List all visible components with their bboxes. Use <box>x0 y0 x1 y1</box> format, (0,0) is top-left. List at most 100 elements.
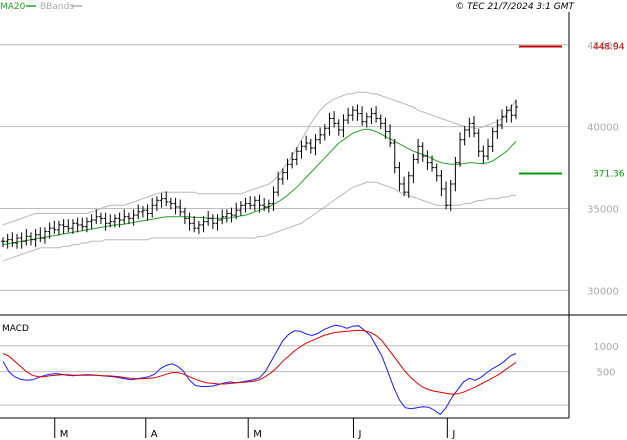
ohlc-bar <box>215 214 220 231</box>
bbands-upper-line <box>2 91 517 226</box>
x-tick-label: M <box>60 429 69 440</box>
ohlc-bar <box>500 109 505 130</box>
price-y-tick-label: 45000 <box>587 41 619 52</box>
ohlc-bar <box>467 117 472 138</box>
ohlc-bar <box>430 155 435 172</box>
ohlc-bar <box>416 138 421 164</box>
x-tick-label: J <box>451 429 455 440</box>
ohlc-bar <box>38 227 43 243</box>
ohlc-bars <box>1 99 518 249</box>
ohlc-bar <box>266 199 271 213</box>
ohlc-bar <box>355 104 360 121</box>
ohlc-bar <box>108 214 113 228</box>
ohlc-bar <box>313 134 318 156</box>
macd-y-tick-label: 1000 <box>593 342 618 353</box>
ohlc-bar <box>476 129 481 157</box>
ohlc-bar <box>336 119 341 136</box>
ohlc-bar <box>308 138 313 154</box>
ohlc-bar <box>159 192 164 208</box>
ohlc-bar <box>52 220 57 234</box>
legend-ma20-label: MA20 <box>0 2 26 12</box>
ohlc-bar <box>425 150 430 171</box>
ohlc-bar <box>206 210 211 226</box>
ohlc-bar <box>285 158 290 180</box>
price-gridlines <box>0 44 569 291</box>
ohlc-bar <box>131 209 136 226</box>
ohlc-bar <box>112 214 117 228</box>
ohlc-bar <box>182 207 187 225</box>
ohlc-bar <box>56 220 61 236</box>
ohlc-bar <box>19 232 24 249</box>
ohlc-bar <box>10 232 15 248</box>
x-tick-label: A <box>151 429 158 440</box>
bbands-lower <box>2 181 516 262</box>
ohlc-bar <box>364 112 369 128</box>
ohlc-bar <box>70 219 75 234</box>
ohlc-bar <box>397 161 402 192</box>
ohlc-bar <box>75 217 80 233</box>
ohlc-bar <box>210 214 215 230</box>
legend-bbands-label: BBands <box>40 2 74 12</box>
ohlc-bar <box>332 111 337 128</box>
ohlc-bar <box>276 171 281 197</box>
level-label: 371.36 <box>593 170 625 180</box>
price-panel: 30000 35000 40000 45000 448.94 371.36 MA20 B… <box>0 2 625 315</box>
ohlc-bar <box>47 222 52 239</box>
ohlc-bar <box>201 215 206 233</box>
x-tick-label: J <box>357 429 361 440</box>
ohlc-bar <box>80 217 85 231</box>
ohlc-bar <box>94 209 99 225</box>
ohlc-bar <box>509 104 514 123</box>
ohlc-bar <box>290 152 295 169</box>
ohlc-bar <box>514 99 518 120</box>
ohlc-bar <box>481 145 486 164</box>
price-y-tick-labels: 30000 35000 40000 45000 <box>587 41 619 298</box>
ohlc-bar <box>173 197 178 215</box>
ohlc-bar <box>28 232 33 246</box>
ohlc-bar <box>378 114 383 130</box>
macd-lines <box>2 324 517 416</box>
ohlc-bar <box>24 229 29 246</box>
macd-signal-line <box>2 329 517 395</box>
ohlc-bar <box>369 107 374 125</box>
ohlc-bar <box>154 196 159 211</box>
ohlc-bar <box>406 171 411 198</box>
ohlc-bar <box>117 212 122 228</box>
ohlc-bar <box>14 233 19 249</box>
ohlc-bar <box>84 217 89 233</box>
source-timestamp: © TEC 21/7/2024 3:1 GMT <box>455 2 575 12</box>
ohlc-bar <box>89 214 94 230</box>
ohlc-bar <box>458 132 463 167</box>
ohlc-bar <box>164 191 169 207</box>
level-label: 448.94 <box>593 42 625 52</box>
ohlc-bar <box>136 204 141 220</box>
ohlc-bar <box>495 119 500 139</box>
x-tick-label: M <box>253 429 262 440</box>
price-y-tick-label: 30000 <box>587 286 619 297</box>
ohlc-bar <box>262 197 267 211</box>
ohlc-bar <box>42 227 47 244</box>
ohlc-bar <box>252 196 257 211</box>
ohlc-bar <box>248 196 253 210</box>
ohlc-bar <box>318 127 323 144</box>
ohlc-bar <box>168 197 173 210</box>
ohlc-bar <box>350 106 355 121</box>
ohlc-bar <box>229 207 234 223</box>
price-y-tick-label: 40000 <box>587 123 619 134</box>
ohlc-bar <box>444 181 449 210</box>
ohlc-bar <box>472 116 477 138</box>
ohlc-bar <box>490 127 495 153</box>
ohlc-bar <box>122 209 127 225</box>
ohlc-bar <box>304 135 309 151</box>
price-levels: 448.94 371.36 <box>519 42 625 180</box>
ohlc-bar <box>145 204 150 221</box>
ohlc-bar <box>243 197 248 213</box>
ohlc-bar <box>392 138 397 174</box>
macd-y-tick-labels: 500 1000 <box>593 342 618 379</box>
ohlc-bar <box>271 186 276 211</box>
macd-gridlines <box>0 345 569 406</box>
ohlc-bar <box>411 153 416 184</box>
